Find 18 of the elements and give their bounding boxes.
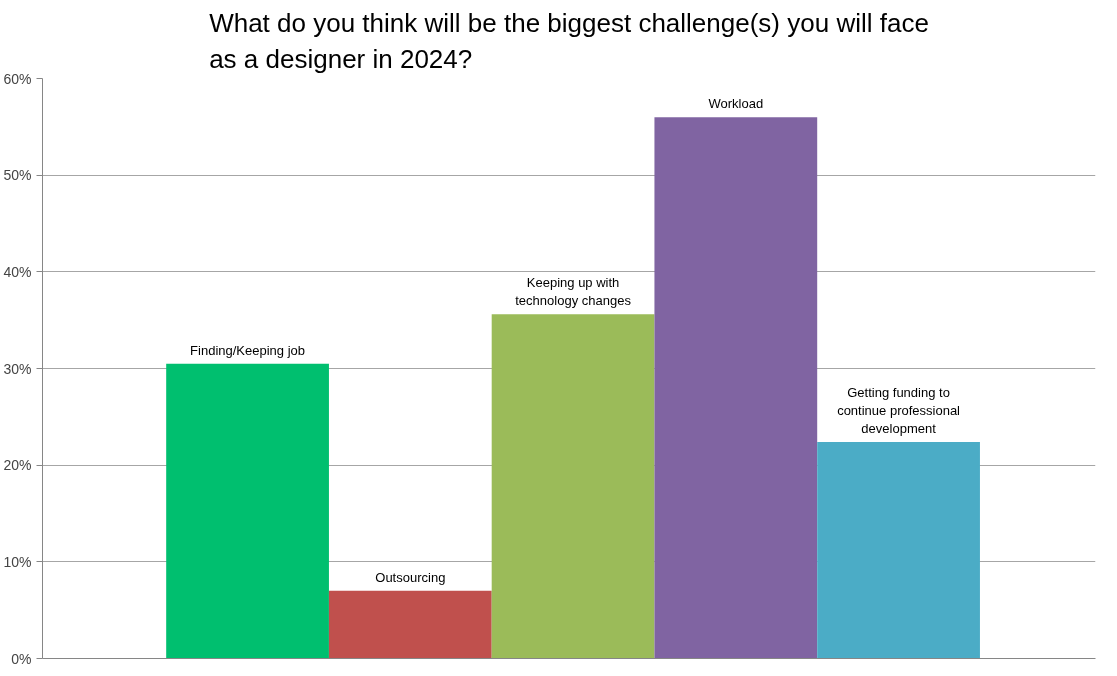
bar [328, 590, 492, 659]
x-tick-label: Getting funding to continue professional development [837, 384, 961, 436]
x-tick-label: Outsourcing [375, 569, 446, 585]
y-tick-label: 20% [3, 457, 32, 474]
y-tick-label: 30% [3, 360, 32, 377]
y-tick-label: 50% [3, 167, 32, 184]
y-tick-label: 40% [3, 263, 32, 280]
chart-title: What do you think will be the biggest challenge(s) you will face as a designer in 2024? [209, 7, 929, 74]
y-tick-label: 10% [3, 553, 32, 570]
bar [166, 363, 329, 659]
y-tick-label: 60% [3, 70, 32, 87]
bar [491, 314, 655, 659]
y-tick-label: 0% [11, 650, 32, 667]
bar [654, 117, 818, 659]
x-tick-label: Workload [708, 96, 764, 112]
x-tick-label: Finding/Keeping job [190, 342, 306, 358]
bar [817, 441, 980, 659]
x-tick-label: Keeping up with technology changes [515, 275, 632, 309]
